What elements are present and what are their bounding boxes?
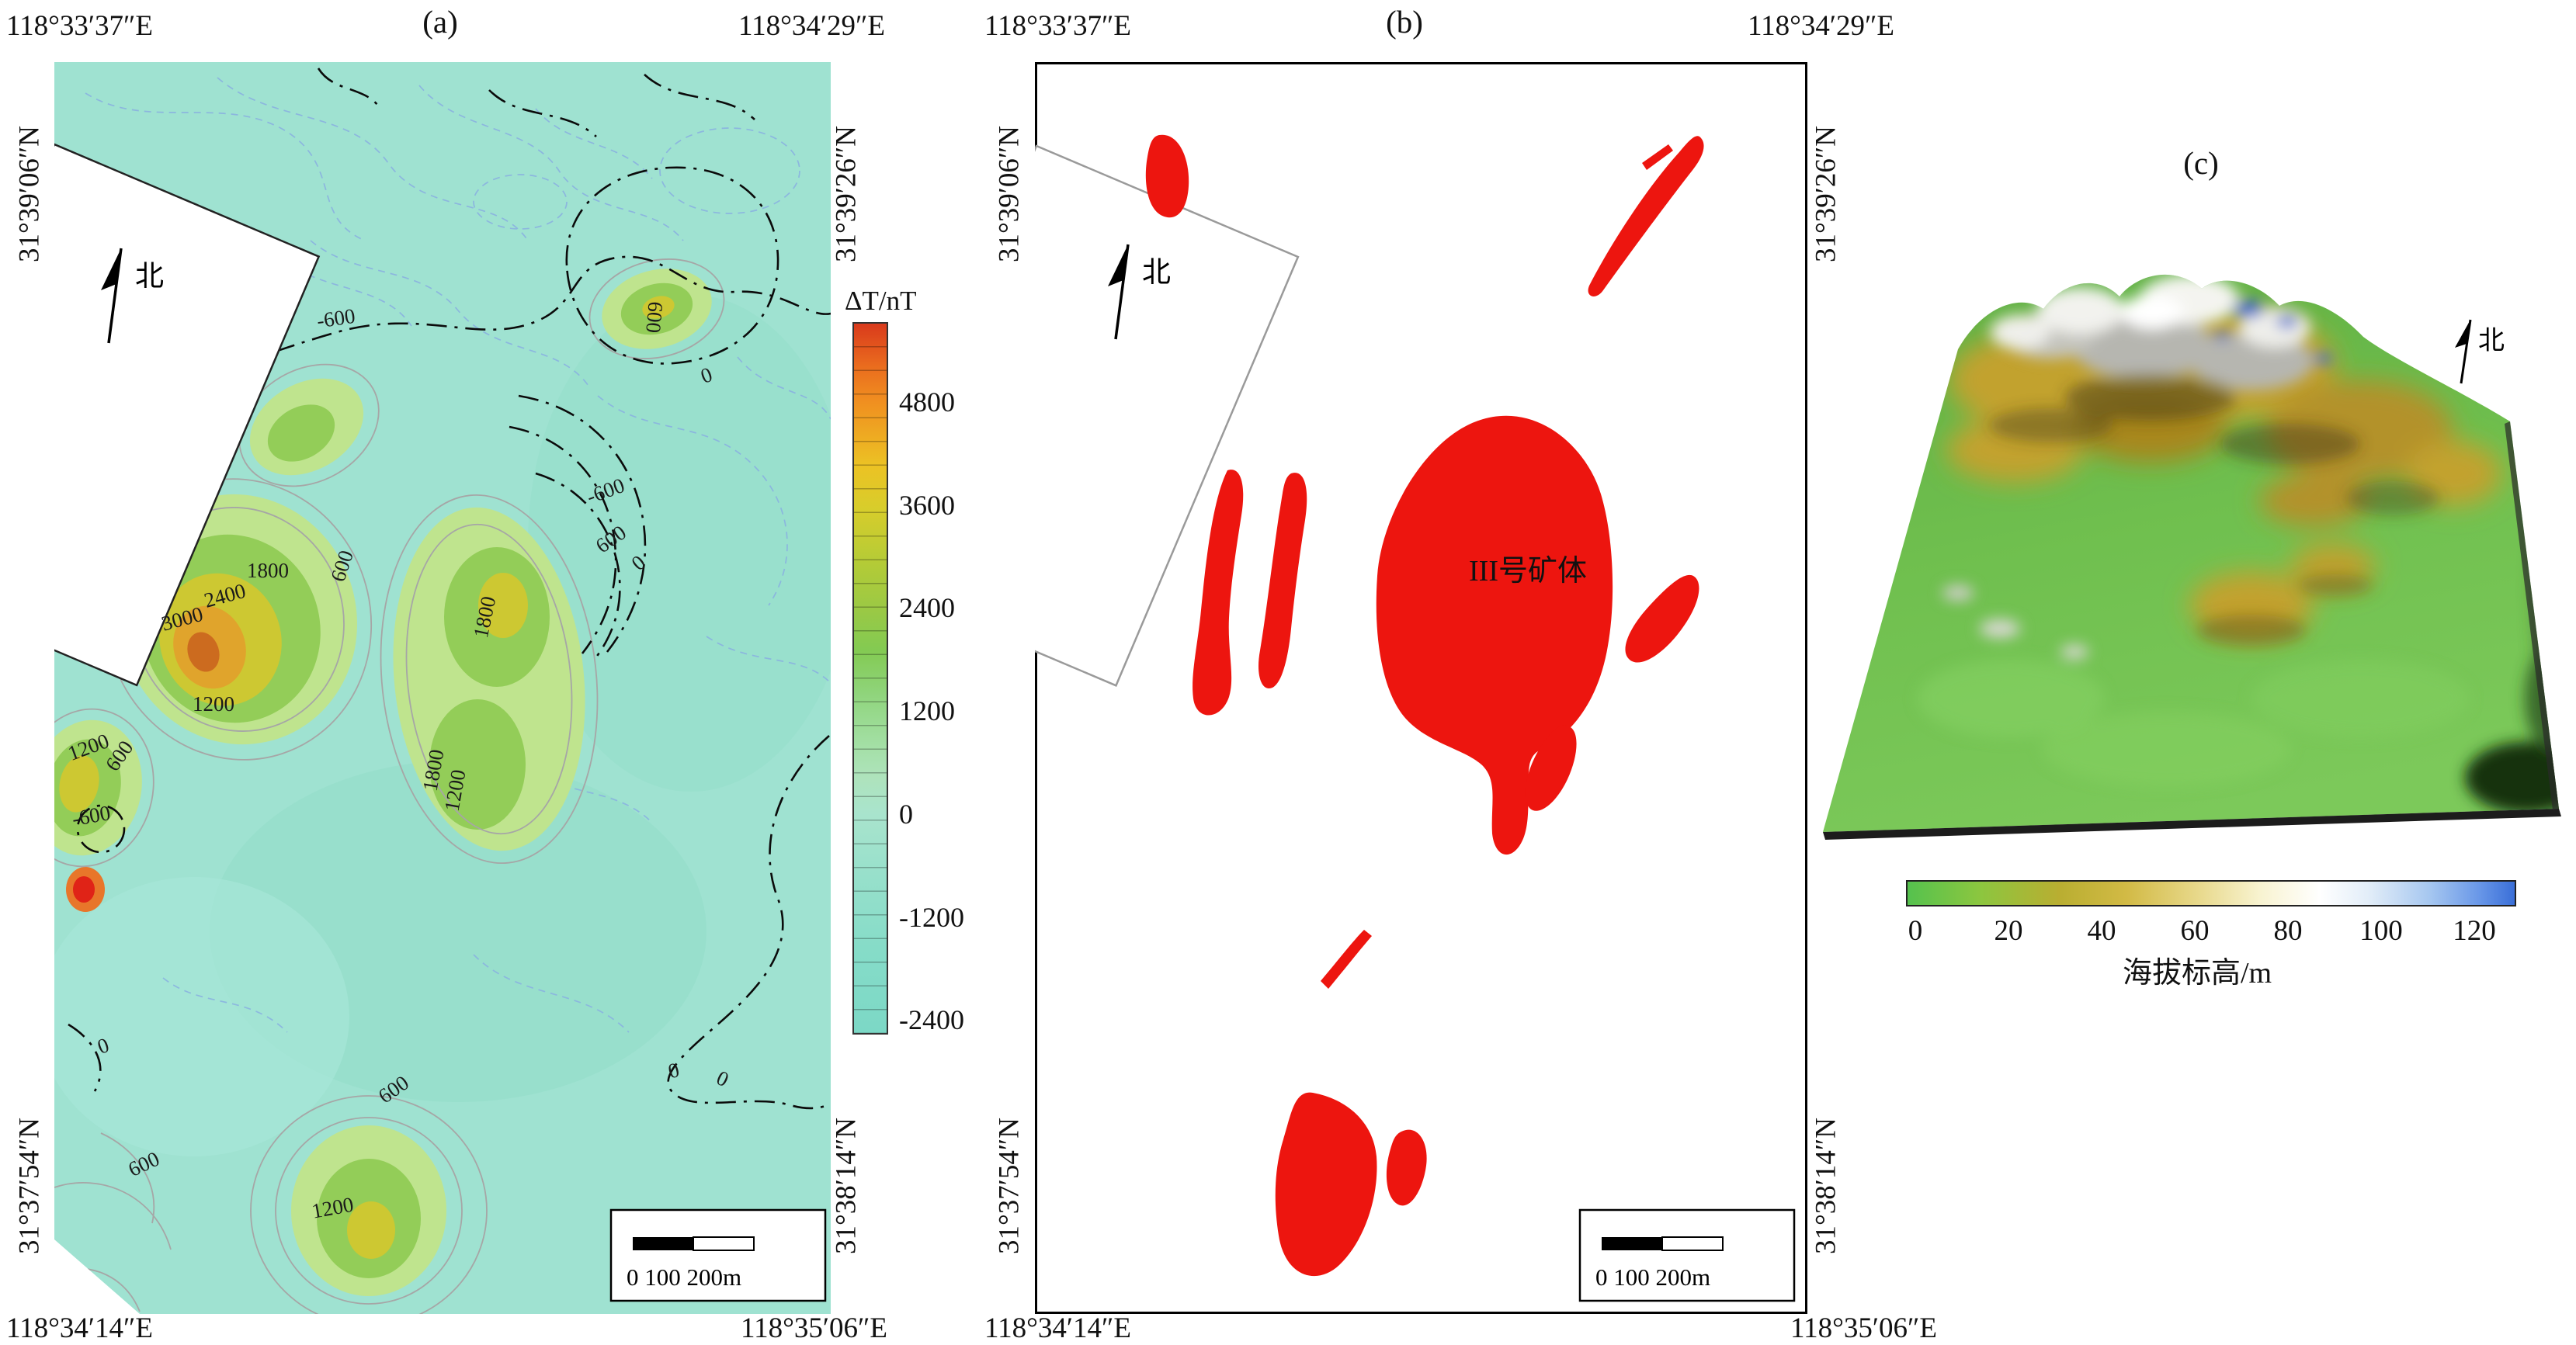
coord-a-bottom-left: 118°34′14″E	[6, 1312, 154, 1344]
ore-body-shape	[1525, 725, 1577, 811]
legend-title: ΔT/nT	[845, 286, 917, 316]
ore-body-shape	[1321, 930, 1372, 989]
contour-value-label: 1200	[193, 692, 234, 716]
scale-bar-label: 0 100 200m	[1595, 1264, 1710, 1291]
hotspot-red	[73, 876, 95, 903]
coord-b-bottom-right: 118°35′06″E	[1790, 1312, 1937, 1344]
coord-a-top-right: 118°34′29″E	[738, 10, 885, 42]
colorbar-tick-label: 0	[1908, 915, 1923, 947]
colorbar-tick-label: 60	[2180, 915, 2210, 947]
panel-a-label: (a)	[422, 4, 458, 40]
coord-a-right-top: 31°39′26″N	[830, 125, 863, 263]
legend-tick-label: -2400	[899, 1004, 964, 1036]
coord-b-top-left: 118°33′37″E	[984, 10, 1132, 42]
colorbar-tick-label: 120	[2453, 915, 2496, 947]
north-label: 北	[1142, 257, 1171, 289]
ore-body-shape	[1588, 136, 1704, 296]
ore-body-shape	[1625, 574, 1699, 663]
coord-b-right-bottom: 31°38′14″N	[1810, 1117, 1842, 1255]
ore-body-shape	[1386, 1129, 1427, 1206]
ore-body-map: 北 III号矿体 0 100 200m	[1035, 62, 1807, 1314]
ore-body-shape	[1258, 473, 1307, 688]
elevation-colorbar	[1906, 880, 2516, 906]
coord-b-top-right: 118°34′29″E	[1747, 10, 1894, 42]
coord-a-top-left: 118°33′37″E	[6, 10, 154, 42]
panel-c-label: (c)	[2183, 145, 2219, 181]
contour-value-label: -600	[315, 304, 356, 333]
legend-tick-label: 2400	[899, 592, 955, 624]
north-arrow-icon: 北	[1108, 244, 1171, 340]
coord-a-right-bottom: 31°38′14″N	[830, 1117, 863, 1255]
ore-bodies	[1145, 134, 1704, 1277]
scale-bar: 0 100 200m	[1578, 1208, 1796, 1302]
legend-color-scale	[852, 322, 888, 1035]
north-label: 北	[135, 261, 164, 293]
coord-b-left-bottom: 31°37′54″N	[993, 1117, 1026, 1255]
ore-body-shape	[1376, 415, 1613, 855]
coord-a-bottom-right: 118°35′06″E	[740, 1312, 887, 1344]
colorbar-tick-label: 80	[2273, 915, 2303, 947]
coord-b-left-top: 31°39′06″N	[993, 125, 1026, 263]
ore-body-shape	[1642, 144, 1673, 170]
legend-tick-label: 4800	[899, 387, 955, 418]
legend-tick-label: 0	[899, 798, 913, 830]
magnetic-anomaly-map: 北 0 100 200m -600600-6006000180024003000…	[54, 62, 831, 1314]
ore-body-shape	[1275, 1092, 1377, 1277]
colorbar-tick-label: 20	[1994, 915, 2023, 947]
panel-b-label: (b)	[1386, 4, 1423, 40]
coord-b-bottom-left: 118°34′14″E	[984, 1312, 1132, 1344]
terrain-3d-view	[1823, 274, 2561, 840]
north-arrow-icon: 北	[101, 248, 164, 344]
coord-a-left-top: 31°39′06″N	[13, 125, 46, 263]
north-arrow-icon: 北	[2455, 319, 2505, 384]
ore-body-label: III号矿体	[1469, 555, 1587, 588]
colorbar-tick-label: 40	[2087, 915, 2116, 947]
terrain-front-edge	[1823, 809, 2561, 840]
ore-body-shape	[1145, 134, 1189, 218]
contour-value-label: 1800	[247, 559, 289, 582]
contour-value-label: 600	[641, 300, 667, 334]
colorbar-tick-label: 100	[2359, 915, 2403, 947]
north-label: 北	[2478, 327, 2505, 355]
legend-tick-label: 3600	[899, 489, 955, 521]
coord-b-right-top: 31°39′26″N	[1810, 125, 1842, 263]
scale-bar-label: 0 100 200m	[627, 1264, 741, 1291]
terrain-right-edge	[2505, 421, 2559, 810]
legend-tick-label: 1200	[899, 695, 955, 727]
ore-body-shape	[1193, 470, 1244, 716]
terrain-surface	[1823, 274, 2559, 833]
colorbar-axis-label: 海拔标高/m	[2122, 957, 2272, 990]
coord-a-left-bottom: 31°37′54″N	[13, 1117, 46, 1255]
legend-tick-label: -1200	[899, 901, 964, 933]
survey-boundary-rect	[54, 143, 321, 687]
scale-bar: 0 100 200m	[609, 1208, 827, 1302]
